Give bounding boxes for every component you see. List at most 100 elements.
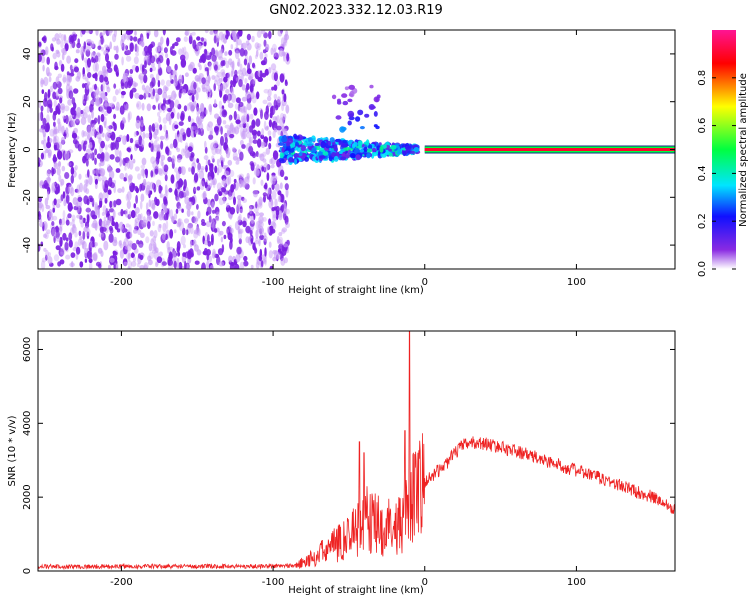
noise-blob	[264, 111, 269, 120]
noise-blob	[196, 36, 201, 41]
noise-blob	[147, 214, 151, 219]
noise-blob	[71, 97, 76, 105]
signal-blob	[335, 115, 342, 120]
noise-blob	[113, 83, 117, 89]
noise-blob	[230, 87, 235, 96]
noise-blob	[146, 211, 150, 217]
signal-blob	[311, 147, 317, 154]
noise-blob	[210, 142, 216, 151]
noise-blob	[241, 84, 246, 91]
noise-blob	[134, 217, 140, 224]
noise-blob	[61, 106, 65, 114]
noise-blob	[139, 265, 145, 269]
noise-blob	[82, 108, 86, 115]
noise-blob	[284, 80, 288, 87]
noise-blob	[285, 188, 289, 198]
signal-blob	[334, 138, 342, 143]
noise-blob	[148, 259, 153, 266]
noise-blob	[184, 72, 189, 77]
noise-blob	[193, 186, 197, 195]
noise-blob	[194, 187, 197, 192]
noise-blob	[171, 155, 176, 164]
noise-blob	[134, 82, 137, 88]
noise-blob	[166, 65, 172, 73]
noise-blob	[49, 107, 53, 113]
noise-blob	[247, 212, 250, 219]
noise-blob	[165, 79, 172, 87]
noise-blob	[127, 174, 133, 181]
noise-blob	[121, 56, 124, 66]
noise-blob	[45, 46, 49, 56]
noise-blob	[246, 42, 252, 51]
noise-blob	[255, 46, 261, 51]
noise-blob	[157, 46, 161, 52]
noise-blob	[106, 45, 111, 50]
noise-blob	[220, 126, 223, 135]
noise-blob	[149, 67, 153, 73]
noise-blob	[48, 208, 53, 218]
noise-blob	[214, 64, 218, 71]
noise-blob	[73, 88, 79, 94]
signal-blob	[371, 147, 377, 153]
noise-blob	[100, 35, 104, 45]
noise-blob	[158, 184, 162, 194]
signal-blob	[347, 98, 353, 103]
noise-blob	[97, 45, 102, 51]
noise-blob	[43, 247, 47, 252]
noise-blob	[208, 215, 212, 223]
noise-blob	[95, 168, 99, 176]
snr-ylabel: SNR (10 * v/v)	[7, 415, 18, 486]
noise-blob	[171, 90, 177, 101]
noise-blob	[122, 228, 128, 233]
noise-blob	[192, 67, 197, 74]
noise-blob	[257, 138, 262, 148]
noise-blob	[87, 72, 92, 79]
noise-blob	[128, 177, 133, 187]
noise-blob	[105, 152, 110, 162]
noise-blob	[271, 183, 275, 191]
noise-blob	[209, 105, 212, 116]
noise-blob	[153, 245, 158, 252]
noise-blob	[223, 37, 227, 44]
noise-blob	[250, 264, 254, 269]
noise-blob	[242, 198, 248, 204]
noise-blob	[233, 178, 237, 184]
noise-blob	[248, 125, 253, 133]
noise-blob	[235, 77, 240, 82]
noise-blob	[129, 74, 133, 80]
x-tick-label: 100	[567, 277, 586, 288]
noise-blob	[213, 250, 216, 257]
noise-blob	[252, 132, 257, 140]
noise-blob	[61, 218, 66, 226]
noise-blob	[193, 216, 198, 225]
noise-blob	[108, 225, 113, 231]
noise-blob	[241, 42, 247, 50]
noise-blob	[160, 36, 164, 45]
noise-blob	[179, 221, 185, 232]
noise-blob	[121, 119, 127, 124]
noise-blob	[89, 261, 93, 269]
noise-blob	[60, 34, 65, 41]
noise-blob	[42, 233, 48, 238]
noise-blob	[268, 241, 272, 248]
noise-blob	[110, 131, 116, 141]
noise-blob	[181, 148, 186, 157]
noise-blob	[240, 180, 246, 187]
noise-blob	[130, 210, 136, 219]
noise-blob	[201, 222, 207, 226]
noise-blob	[65, 40, 69, 45]
noise-blob	[162, 91, 168, 100]
noise-blob	[76, 106, 82, 117]
figure-title: GN02.2023.332.12.03.R19	[269, 3, 443, 18]
noise-blob	[124, 244, 129, 250]
noise-blob	[229, 133, 235, 139]
noise-blob	[158, 115, 162, 124]
noise-blob	[46, 169, 51, 177]
noise-blob	[94, 157, 97, 165]
noise-blob	[204, 181, 208, 188]
noise-blob	[163, 106, 169, 111]
signal-blob	[351, 143, 356, 149]
noise-blob	[218, 31, 224, 41]
noise-blob	[51, 221, 55, 226]
noise-blob	[209, 264, 215, 269]
